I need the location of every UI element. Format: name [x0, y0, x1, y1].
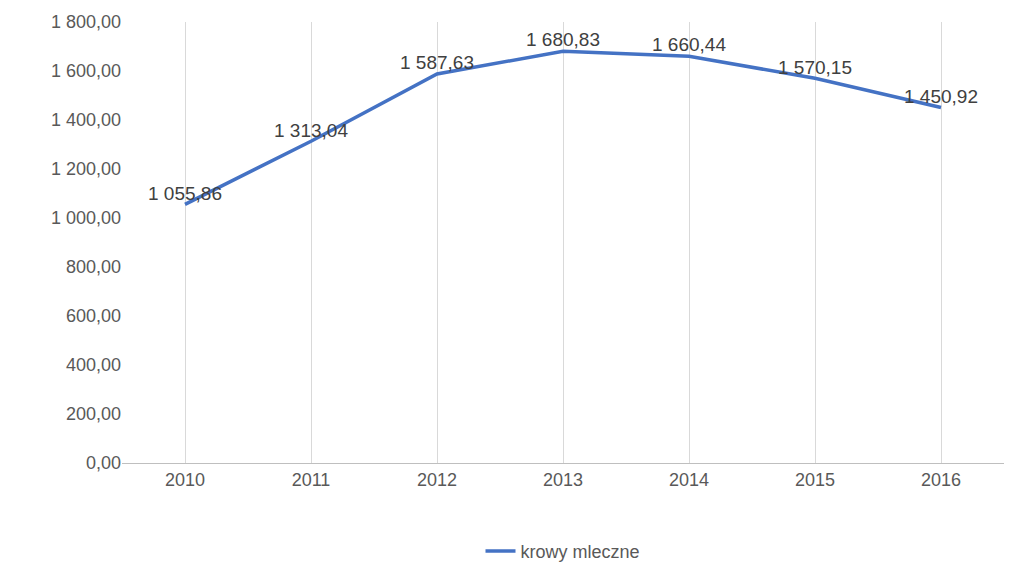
svg-text:1 600,00: 1 600,00: [51, 61, 121, 81]
svg-text:800,00: 800,00: [66, 257, 121, 277]
svg-text:1 055,86: 1 055,86: [148, 183, 222, 204]
svg-text:600,00: 600,00: [66, 306, 121, 326]
svg-text:1 450,92: 1 450,92: [904, 86, 978, 107]
svg-text:2015: 2015: [795, 470, 835, 490]
svg-text:2010: 2010: [165, 470, 205, 490]
svg-text:1 587,63: 1 587,63: [400, 52, 474, 73]
svg-text:1 000,00: 1 000,00: [51, 208, 121, 228]
svg-text:1 313,04: 1 313,04: [274, 120, 348, 141]
svg-text:2012: 2012: [417, 470, 457, 490]
svg-text:1 800,00: 1 800,00: [51, 12, 121, 32]
svg-text:2016: 2016: [921, 470, 961, 490]
svg-text:0,00: 0,00: [86, 453, 121, 473]
svg-text:1 660,44: 1 660,44: [652, 34, 726, 55]
svg-text:1 200,00: 1 200,00: [51, 159, 121, 179]
svg-text:1 570,15: 1 570,15: [778, 57, 852, 78]
svg-text:400,00: 400,00: [66, 355, 121, 375]
svg-text:krowy mleczne: krowy mleczne: [521, 542, 640, 562]
svg-text:2011: 2011: [292, 470, 331, 490]
svg-text:200,00: 200,00: [66, 404, 121, 424]
svg-text:2013: 2013: [543, 470, 583, 490]
svg-text:1 680,83: 1 680,83: [526, 29, 600, 50]
svg-text:2014: 2014: [669, 470, 709, 490]
svg-text:1 400,00: 1 400,00: [51, 110, 121, 130]
